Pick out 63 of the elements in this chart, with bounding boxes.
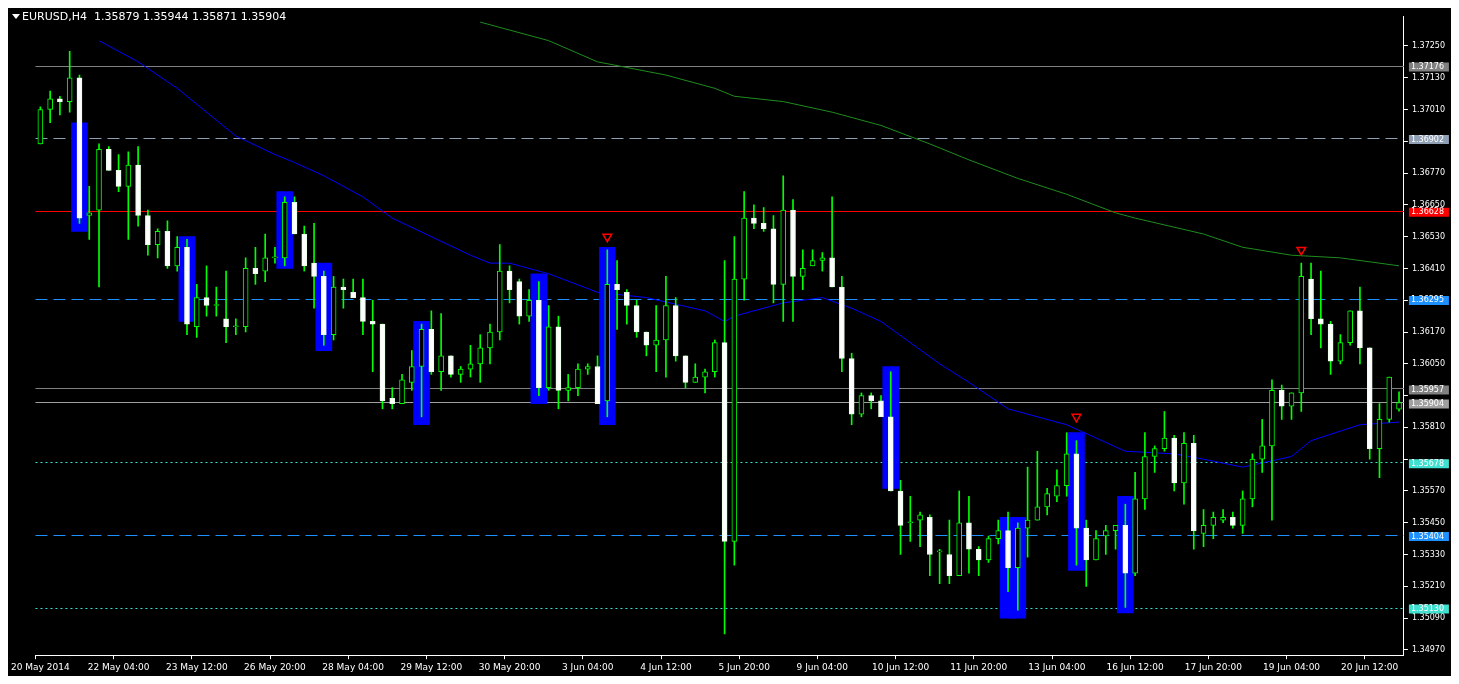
- y-tick-label: 1.35810: [1411, 422, 1446, 432]
- x-tick-label: 23 May 12:00: [165, 661, 228, 672]
- ref-line-label: 1.35678: [1410, 458, 1445, 468]
- y-tick-label: 1.35570: [1411, 486, 1446, 496]
- x-tick-label: 20 Jun 12:00: [1341, 661, 1399, 672]
- y-tick-label: 1.36650: [1411, 199, 1446, 209]
- y-tick-label: 1.34970: [1411, 644, 1446, 654]
- x-tick-label: 19 Jun 04:00: [1262, 661, 1321, 672]
- candlestick: [614, 260, 620, 330]
- ref-line-label: 1.36628: [1410, 207, 1445, 217]
- chart-title: EURUSD,H4 1.35879 1.35944 1.35871 1.35904: [22, 10, 287, 23]
- candlestick: [438, 313, 444, 391]
- y-tick-label: 1.35450: [1411, 517, 1446, 527]
- y-tick-label: 1.37250: [1411, 41, 1446, 51]
- y-tick-label: 1.35210: [1411, 581, 1446, 591]
- point: [602, 233, 613, 243]
- y-tick-label: 1.35330: [1411, 549, 1446, 559]
- x-tick-label: 3 Jun 04:00: [562, 661, 614, 672]
- y-tick-label: 1.36170: [1411, 327, 1446, 337]
- candlestick: [233, 318, 239, 336]
- candlestick: [1102, 525, 1109, 555]
- x-tick-label: 22 May 04:00: [87, 661, 150, 672]
- x-tick-label: 13 Jun 04:00: [1028, 661, 1086, 672]
- x-tick-label: 4 Jun 12:00: [640, 661, 692, 672]
- candlestick: [272, 246, 278, 264]
- x-tick-label: 16 Jun 12:00: [1106, 661, 1164, 672]
- candlestick: [799, 249, 806, 290]
- ref-line-label: 1.36902: [1410, 134, 1445, 144]
- x-tick-label: 17 Jun 20:00: [1184, 661, 1243, 672]
- candlestick: [223, 270, 229, 343]
- y-tick-label: 1.37130: [1411, 72, 1446, 82]
- ref-line-label: 1.37176: [1410, 62, 1445, 72]
- y-tick-label: 1.36410: [1411, 263, 1446, 273]
- candlestick: [311, 223, 317, 309]
- x-tick-label: 10 Jun 12:00: [871, 661, 930, 672]
- x-tick-label: 5 Jun 20:00: [718, 661, 771, 672]
- point: [1296, 246, 1307, 256]
- x-tick-label: 11 Jun 20:00: [950, 661, 1008, 672]
- ref-line-label: 1.35904: [1410, 399, 1445, 409]
- candlestick: [907, 495, 914, 542]
- x-tick-label: 29 May 12:00: [400, 661, 463, 672]
- y-tick-label: 1.35090: [1411, 613, 1446, 623]
- candlestick: [86, 186, 93, 240]
- y-tick-label: 1.37010: [1411, 104, 1446, 114]
- x-tick-label: 9 Jun 04:00: [796, 661, 849, 672]
- x-tick-label: 20 May 2014: [11, 661, 70, 672]
- candlestick: [917, 511, 923, 547]
- candlestick: [565, 374, 572, 402]
- candlestick: [760, 207, 767, 232]
- ref-line-label: 1.36295: [1410, 295, 1445, 305]
- ref-line-label: 1.35957: [1410, 385, 1445, 395]
- x-tick-label: 30 May 20:00: [478, 661, 541, 672]
- candlestick: [653, 305, 659, 373]
- y-tick-label: 1.36050: [1411, 358, 1446, 368]
- ref-line-label: 1.35404: [1410, 531, 1445, 541]
- candlestick: [1318, 270, 1324, 349]
- ref-line-label: 1.35130: [1410, 604, 1445, 614]
- candlestick: [1259, 419, 1266, 473]
- y-tick-label: 1.36530: [1411, 231, 1446, 241]
- x-tick-label: 26 May 20:00: [244, 661, 307, 672]
- point: [1071, 413, 1082, 423]
- y-tick-label: 1.36770: [1411, 168, 1446, 178]
- x-tick-label: 28 May 04:00: [322, 661, 385, 672]
